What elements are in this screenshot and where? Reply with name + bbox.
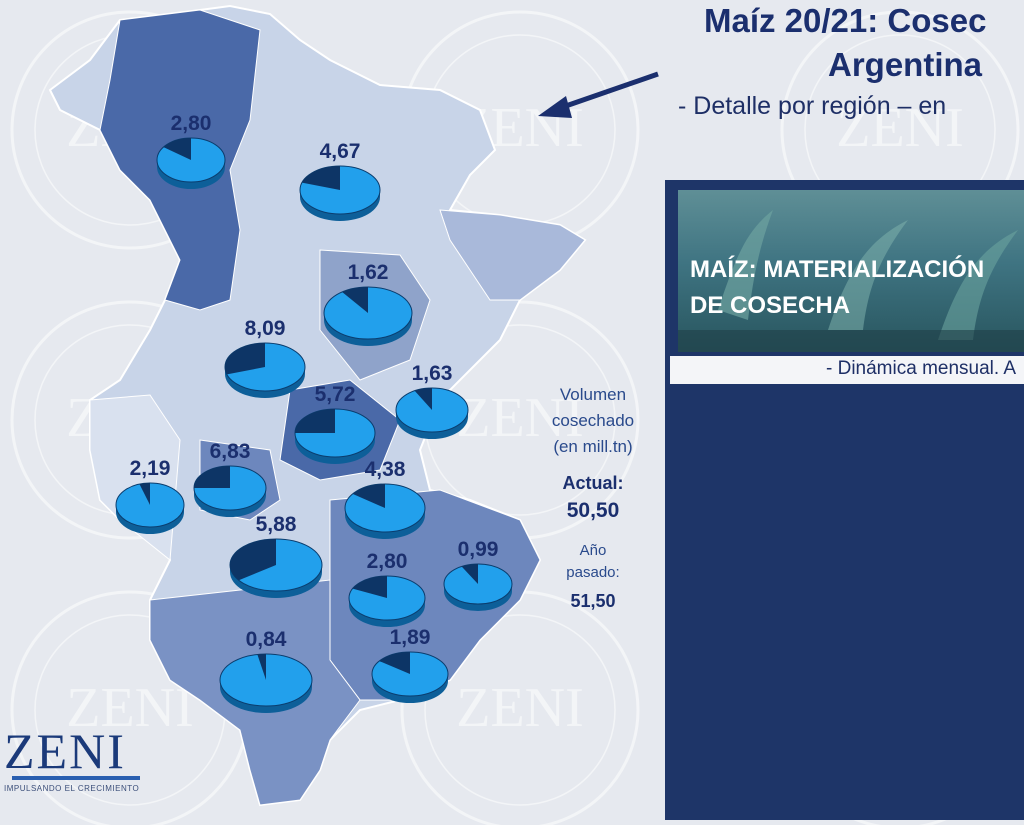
actual-label: Actual: — [562, 473, 624, 493]
pie-slice-dark — [257, 654, 266, 680]
pie-value-label: 2,19 — [130, 457, 171, 480]
pie-slice-dark — [461, 564, 478, 584]
logo-tagline: IMPULSANDO EL CRECIMIENTO — [4, 784, 140, 793]
region-pie: 0,84 — [219, 628, 313, 713]
prev-label-1: Año — [579, 542, 607, 559]
region-pie: 4,38 — [344, 458, 426, 539]
pie-value-label: 1,89 — [390, 626, 431, 649]
inset-banner — [678, 190, 1024, 352]
pie-value-label: 1,62 — [348, 261, 389, 284]
inset-strip-text: - Dinámica mensual. A — [826, 358, 1017, 379]
inset-banner-title: MAÍZ: MATERIALIZACIÓN DE COSECHA — [690, 252, 984, 324]
argentina-map — [48, 4, 587, 807]
pie-slice-dark — [229, 539, 276, 581]
volume-label-1: Volumen — [559, 385, 627, 404]
pie-value-label: 5,88 — [256, 513, 297, 536]
prev-label-2: pasado: — [566, 564, 620, 581]
pie-slice-dark — [379, 652, 410, 674]
pie-value-label: 0,84 — [246, 628, 287, 651]
region-pie: 6,83 — [193, 440, 267, 517]
pie-slice-dark — [224, 343, 265, 375]
inset-banner-line2: DE COSECHA — [690, 292, 851, 319]
watermark-word: ZENI — [456, 677, 584, 739]
zeni-logo: ZENI IMPULSANDO EL CRECIMIENTO — [4, 724, 144, 793]
pie-value-label: 5,72 — [315, 383, 356, 406]
region-pie: 2,80 — [348, 550, 426, 627]
volume-label-2: cosechado — [551, 411, 635, 430]
region-pie: 8,09 — [224, 317, 306, 398]
pie-value-label: 4,67 — [320, 140, 361, 163]
pie-slice-dark — [352, 576, 387, 598]
pie-slice-dark — [295, 409, 335, 433]
logo-bar — [12, 776, 140, 780]
pie-slice-dark — [301, 166, 340, 190]
pie-slice-dark — [194, 466, 230, 488]
page-title: Maíz 20/21: Cosec — [704, 2, 987, 39]
region-pie: 2,19 — [115, 457, 185, 534]
pie-slice-dark — [342, 287, 368, 313]
prev-value: 51,50 — [570, 591, 616, 611]
pie-value-label: 2,80 — [171, 112, 212, 135]
banner-leaves — [678, 210, 1024, 352]
region-pie: 1,63 — [395, 362, 469, 439]
pie-value-label: 6,83 — [210, 440, 251, 463]
region-pie: 2,80 — [156, 112, 226, 189]
region-pie: 1,62 — [323, 261, 413, 346]
region-pie: 5,72 — [294, 383, 376, 464]
region-pie: 5,88 — [229, 513, 323, 598]
pie-slice-dark — [163, 138, 191, 160]
inset-banner-line1: MAÍZ: MATERIALIZACIÓN — [690, 256, 985, 283]
pie-value-label: 1,63 — [412, 362, 453, 385]
region-pie: 4,67 — [299, 140, 381, 221]
region-pies: 2,80 4,67 1,62 8,09 5,72 1,63 2,19 6,83 4,38 5,88… — [115, 112, 513, 713]
page-title-line2: Argentina — [828, 46, 983, 83]
watermark-word: ZENI — [836, 97, 964, 159]
region-pie: 0,99 — [443, 538, 513, 611]
page-subtitle: - Detalle por región – en — [678, 92, 947, 120]
pointer-arrow-icon — [538, 71, 659, 118]
watermark-word: ZENI — [456, 387, 584, 449]
pie-slice-dark — [414, 388, 432, 410]
pie-value-label: 0,99 — [458, 538, 499, 561]
watermark-word: ZENI — [66, 677, 194, 739]
map-region-northeast — [439, 209, 586, 301]
actual-value: 50,50 — [566, 499, 620, 522]
pie-slice-dark — [352, 484, 385, 508]
pie-value-label: 4,38 — [365, 458, 406, 481]
watermark-seal: ZENI — [400, 590, 640, 825]
pie-value-label: 2,80 — [367, 550, 408, 573]
pie-slice-dark — [139, 483, 150, 505]
logo-word: ZENI — [4, 723, 126, 779]
pie-value-label: 8,09 — [245, 317, 286, 340]
volume-label-3: (en mill.tn) — [553, 437, 633, 456]
region-pie: 1,89 — [371, 626, 449, 703]
inset-strip — [670, 356, 1024, 384]
